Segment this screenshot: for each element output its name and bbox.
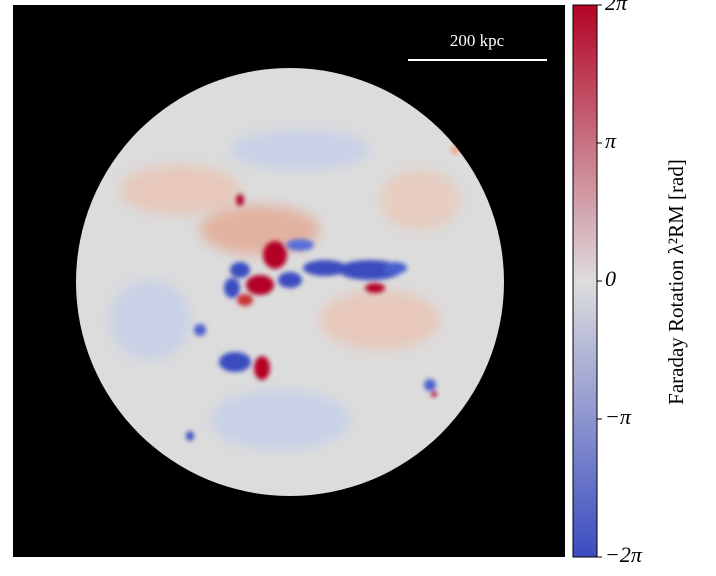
colorbar bbox=[572, 4, 598, 558]
colorbar-tick-label: 2π bbox=[605, 0, 628, 15]
scale-bar-label: 200 kpc bbox=[450, 31, 505, 50]
colorbar-tick-label: π bbox=[605, 128, 617, 153]
rm-field bbox=[110, 130, 460, 450]
colorbar-tick-label: −π bbox=[605, 404, 632, 429]
colorbar-tick-label: −2π bbox=[605, 542, 643, 567]
colorbar-tick-label: 0 bbox=[605, 266, 616, 291]
colorbar-label: Faraday Rotation λ²RM [rad] bbox=[664, 159, 688, 405]
